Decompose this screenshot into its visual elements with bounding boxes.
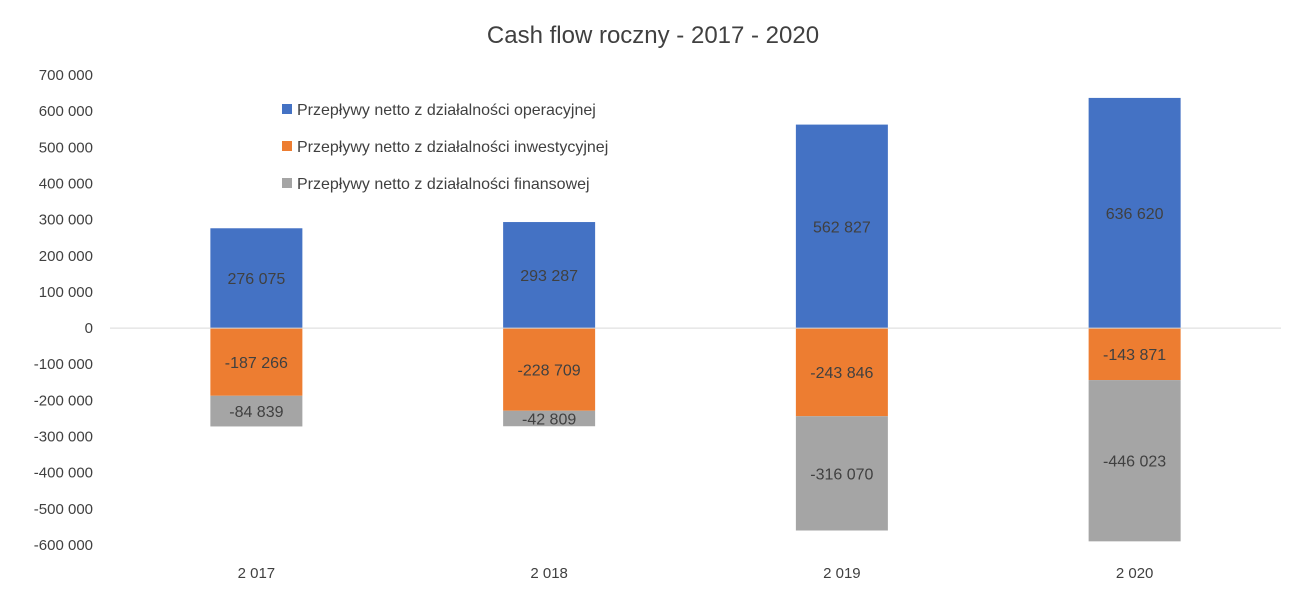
x-tick-label: 2 017	[238, 565, 276, 582]
data-label: -84 839	[229, 404, 283, 421]
bar-series-2-1	[210, 328, 303, 396]
legend-label: Przepływy netto z działalności operacyjn…	[297, 102, 596, 119]
legend-label: Przepływy netto z działalności inwestycy…	[297, 139, 608, 156]
y-tick-label: 400 000	[39, 175, 93, 192]
data-label: -228 709	[518, 362, 581, 379]
y-tick-label: 200 000	[39, 248, 93, 265]
y-tick-label: -400 000	[34, 465, 93, 482]
data-label: 293 287	[520, 268, 578, 285]
y-tick-label: 500 000	[39, 139, 93, 156]
data-label: -243 846	[810, 365, 873, 382]
y-tick-label: 100 000	[39, 284, 93, 301]
bar-series-3-4	[1088, 380, 1181, 542]
bar-series-2-4	[1088, 328, 1181, 381]
legend-swatch	[282, 104, 292, 114]
x-tick-label: 2 018	[530, 565, 568, 582]
bar-series-1-3	[795, 124, 888, 329]
data-label: -446 023	[1103, 454, 1166, 471]
data-label: -42 809	[522, 412, 576, 429]
bars-group: 276 075 -187 266 -84 839 293 287 -228 709 -42…	[210, 97, 1181, 542]
bar-series-3-2	[503, 410, 596, 427]
bar-series-2-2	[503, 328, 596, 411]
x-tick-label: 2 019	[823, 565, 861, 582]
bar-series-3-1	[210, 395, 303, 427]
legend-swatch	[282, 141, 292, 151]
chart-title: Cash flow roczny - 2017 - 2020	[487, 22, 819, 49]
x-tick-label: 2 020	[1116, 565, 1154, 582]
legend-label: Przepływy netto z działalności finansowe…	[297, 176, 590, 193]
y-tick-label: -600 000	[34, 537, 93, 554]
y-tick-label: -200 000	[34, 392, 93, 409]
data-label: 636 620	[1106, 206, 1164, 223]
data-label: -187 266	[225, 355, 288, 372]
y-tick-label: 700 000	[39, 67, 93, 84]
y-axis: 700 000 600 000 500 000 400 000 300 000 200 0…	[34, 67, 93, 554]
y-tick-label: 300 000	[39, 212, 93, 229]
data-label: -316 070	[810, 466, 873, 483]
y-tick-label: 600 000	[39, 103, 93, 120]
legend-swatch	[282, 178, 292, 188]
y-tick-label: -500 000	[34, 501, 93, 518]
y-tick-label: 0	[85, 320, 93, 337]
data-label: 276 075	[227, 271, 285, 288]
x-axis: 2 017 2 018 2 019 2 020	[238, 565, 1154, 582]
bar-series-1-1	[210, 228, 303, 329]
y-tick-label: -100 000	[34, 356, 93, 373]
data-label: 562 827	[813, 219, 871, 236]
data-label: -143 871	[1103, 347, 1166, 364]
bar-series-1-4	[1088, 97, 1181, 329]
legend: Przepływy netto z działalności operacyjn…	[282, 102, 608, 193]
bar-series-2-3	[795, 328, 888, 417]
bar-series-3-3	[795, 416, 888, 531]
y-tick-label: -300 000	[34, 429, 93, 446]
bar-series-1-2	[503, 222, 596, 329]
